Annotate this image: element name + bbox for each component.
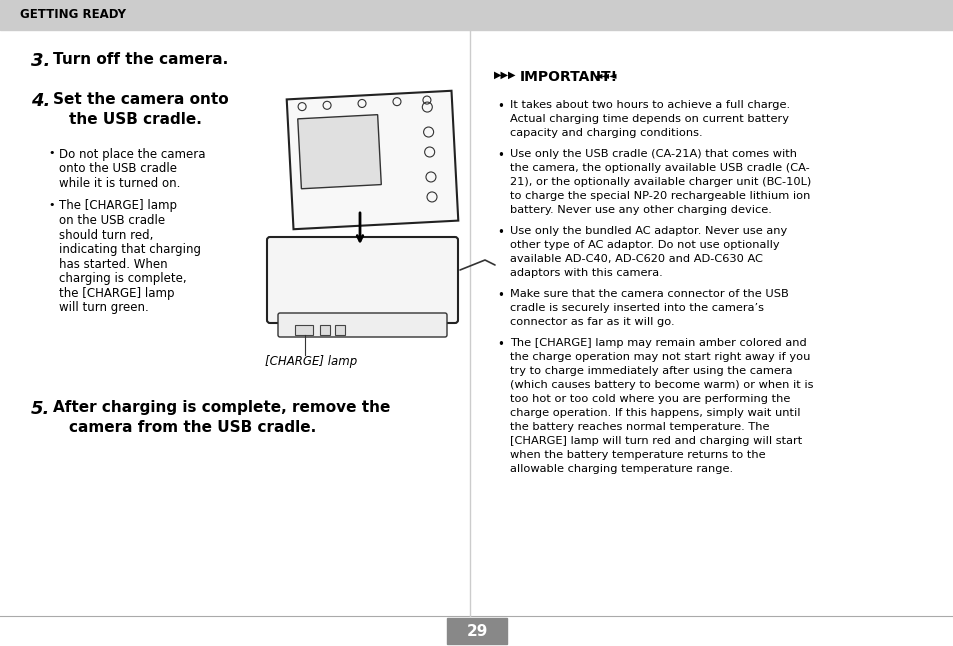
Text: capacity and charging conditions.: capacity and charging conditions. [509,128,701,138]
Text: Use only the USB cradle (CA-21A) that comes with: Use only the USB cradle (CA-21A) that co… [509,149,796,159]
Text: try to charge immediately after using the camera: try to charge immediately after using th… [509,366,791,376]
Text: (which causes battery to become warm) or when it is: (which causes battery to become warm) or… [509,380,812,390]
FancyBboxPatch shape [277,313,447,337]
Text: should turn red,: should turn red, [58,229,152,242]
Text: the charge operation may not start right away if you: the charge operation may not start right… [509,352,809,362]
Text: [CHARGE] lamp will turn red and charging will start: [CHARGE] lamp will turn red and charging… [509,436,801,446]
Text: •: • [497,100,504,113]
Text: 5.: 5. [30,400,50,418]
Text: •: • [49,200,55,209]
Bar [0,0,953,30]
Text: [CHARGE] lamp: [CHARGE] lamp [265,355,356,368]
Text: the battery reaches normal temperature. The: the battery reaches normal temperature. … [509,422,768,432]
Text: the camera, the optionally available USB cradle (CA-: the camera, the optionally available USB… [509,163,808,173]
Text: Actual charging time depends on current battery: Actual charging time depends on current … [509,114,788,124]
Text: •: • [497,149,504,162]
Text: onto the USB cradle: onto the USB cradle [58,163,176,176]
Text: the [CHARGE] lamp: the [CHARGE] lamp [58,286,173,300]
Text: The [CHARGE] lamp may remain amber colored and: The [CHARGE] lamp may remain amber color… [509,338,805,348]
Text: indicating that charging: indicating that charging [58,243,200,256]
Text: •: • [49,148,55,158]
Text: when the battery temperature returns to the: when the battery temperature returns to … [509,450,764,460]
Text: battery. Never use any other charging device.: battery. Never use any other charging de… [509,205,771,215]
Text: ▶▶▶: ▶▶▶ [493,70,516,80]
Text: Make sure that the camera connector of the USB: Make sure that the camera connector of t… [509,289,787,299]
Text: 21), or the optionally available charger unit (BC-10L): 21), or the optionally available charger… [509,177,810,187]
Text: will turn green.: will turn green. [58,301,148,314]
Bar [319,325,330,335]
Text: •: • [497,226,504,239]
Text: •: • [497,338,504,351]
Text: charging is complete,: charging is complete, [58,272,186,285]
Text: ◄◄◄: ◄◄◄ [594,70,617,80]
Text: camera from the USB cradle.: camera from the USB cradle. [69,420,315,435]
Text: •: • [497,289,504,302]
Text: to charge the special NP-20 rechargeable lithium ion: to charge the special NP-20 rechargeable… [509,191,809,201]
Text: has started. When: has started. When [58,258,167,271]
Text: After charging is complete, remove the: After charging is complete, remove the [52,400,390,415]
Text: allowable charging temperature range.: allowable charging temperature range. [509,464,732,474]
Text: Set the camera onto: Set the camera onto [52,92,228,107]
Text: the USB cradle.: the USB cradle. [69,112,201,127]
Bar [447,618,506,644]
Bar [287,91,457,229]
Text: 3.: 3. [30,52,50,70]
Bar [294,325,313,335]
Bar [0,616,953,646]
Text: cradle is securely inserted into the camera’s: cradle is securely inserted into the cam… [509,303,763,313]
Text: while it is turned on.: while it is turned on. [58,177,180,190]
Text: IMPORTANT!: IMPORTANT! [519,70,618,84]
FancyBboxPatch shape [267,237,457,323]
Text: too hot or too cold where you are performing the: too hot or too cold where you are perfor… [509,394,789,404]
Text: Use only the bundled AC adaptor. Never use any: Use only the bundled AC adaptor. Never u… [509,226,786,236]
Text: It takes about two hours to achieve a full charge.: It takes about two hours to achieve a fu… [509,100,789,110]
Bar [297,115,381,189]
Text: 4.: 4. [30,92,50,110]
Text: other type of AC adaptor. Do not use optionally: other type of AC adaptor. Do not use opt… [509,240,779,250]
Text: adaptors with this camera.: adaptors with this camera. [509,268,661,278]
Text: on the USB cradle: on the USB cradle [58,214,165,227]
Text: 29: 29 [466,623,487,638]
Text: Turn off the camera.: Turn off the camera. [52,52,228,67]
Text: charge operation. If this happens, simply wait until: charge operation. If this happens, simpl… [509,408,800,418]
Text: connector as far as it will go.: connector as far as it will go. [509,317,674,327]
Text: GETTING READY: GETTING READY [20,8,126,21]
Text: The [CHARGE] lamp: The [CHARGE] lamp [58,200,176,213]
Bar [335,325,345,335]
Text: available AD-C40, AD-C620 and AD-C630 AC: available AD-C40, AD-C620 and AD-C630 AC [509,254,761,264]
Text: Do not place the camera: Do not place the camera [58,148,205,161]
